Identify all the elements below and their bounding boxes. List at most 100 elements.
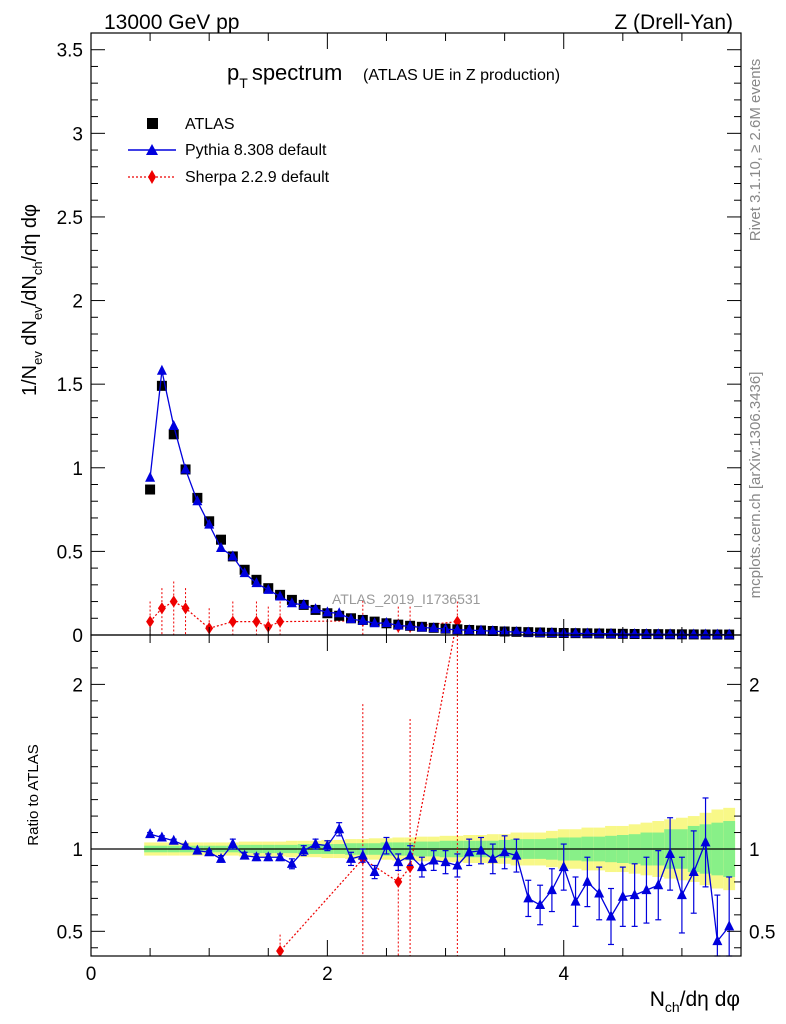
ratio-plot-frame: [90, 634, 742, 957]
sherpa-main-point: [181, 602, 190, 615]
atlas-main-point: [216, 534, 226, 545]
title-main: spectrum: [252, 60, 342, 85]
pythia-main-point: [523, 626, 534, 637]
pythia-main-point: [357, 614, 368, 625]
main-y-axis-label: 1/Nev dNev/dNch/dη dφ: [19, 204, 45, 396]
pythia-ratio-point: [239, 849, 250, 860]
main-y-tick-label: 1: [72, 459, 83, 480]
pythia-ratio-point: [298, 844, 309, 855]
header-right: Z (Drell-Yan): [614, 11, 733, 34]
pythia-main-point: [227, 550, 238, 561]
sherpa-main-point: [228, 615, 237, 628]
pythia-main-point: [724, 628, 735, 639]
ratio-y-axis-label: Ratio to ATLAS: [25, 744, 42, 845]
pythia-ratio-point: [346, 852, 356, 863]
pythia-ratio-point: [570, 895, 581, 906]
sherpa-main-point: [252, 615, 261, 628]
plot-title: pT spectrum: [227, 60, 342, 91]
ratio-y-tick-label-right: 0.5: [749, 922, 775, 943]
rivet-version-label: Rivet 3.1.10, ≥ 2.6M events: [747, 59, 764, 242]
pythia-main-point: [535, 626, 546, 637]
pythia-ratio-point: [594, 887, 605, 898]
axis-ticks: 00.511.522.533.50 2 40.5 0.51 12 2: [57, 33, 775, 985]
x-label-part: N: [650, 988, 665, 1011]
title-p: p: [227, 60, 239, 85]
y-label-sub: ev: [30, 306, 45, 320]
pythia-main-point: [487, 625, 498, 636]
pythia-ratio-point: [263, 851, 274, 862]
y-label-part: /dη dφ: [19, 204, 41, 261]
sherpa-ratio-point: [394, 875, 403, 888]
pythia-ratio-point: [440, 856, 451, 867]
y-label-sub: ev: [30, 351, 45, 365]
pythia-main-point: [511, 625, 522, 636]
pythia-main-point: [712, 628, 723, 639]
pythia-ratio-point: [511, 849, 522, 860]
ratio-y-tick-label-right: 1: [749, 840, 760, 861]
pythia-main-point: [641, 628, 652, 639]
x-tick-label: 0: [86, 964, 97, 985]
main-y-tick-label: 3: [72, 124, 83, 145]
pythia-ratio-point: [629, 889, 640, 900]
pythia-main-point: [145, 471, 156, 482]
pythia-ratio-point: [381, 839, 392, 850]
pythia-main-point: [239, 567, 250, 578]
x-tick-label: 2: [322, 964, 333, 985]
pythia-ratio-point: [357, 849, 368, 860]
ratio-y-tick-label: 0.5: [57, 922, 83, 943]
pythia-main-point: [322, 606, 333, 617]
legend-pythia-label: Pythia 8.308 default: [185, 142, 327, 159]
pythia-ratio-point: [499, 846, 510, 857]
pythia-ratio-point: [156, 831, 167, 842]
pythia-main-point: [204, 518, 215, 529]
pythia-main-point: [405, 620, 416, 631]
pythia-ratio-point: [369, 866, 380, 877]
pythia-main-point: [168, 419, 179, 430]
legend-atlas-label: ATLAS: [185, 116, 235, 133]
legend-pythia-marker: [146, 144, 158, 155]
pythia-main-point: [192, 495, 203, 506]
sherpa-main-point: [276, 615, 285, 628]
pythia-main-point: [369, 617, 380, 628]
pythia-ratio-point: [476, 844, 486, 855]
pythia-main-point: [416, 621, 427, 632]
main-y-tick-label: 2: [72, 292, 83, 313]
pythia-ratio-point: [665, 847, 676, 858]
pythia-main-point: [700, 628, 711, 639]
main-y-tick-label: 0.5: [57, 542, 83, 563]
pythia-main-point: [653, 628, 664, 639]
pythia-ratio-point: [251, 851, 262, 862]
pythia-ratio-point: [393, 856, 404, 867]
atlas-main-point: [156, 380, 167, 391]
sherpa-ratio-point: [406, 861, 415, 874]
atlas-main-point: [145, 484, 156, 495]
pythia-ratio-point: [582, 875, 593, 886]
main-y-tick-label: 0: [72, 626, 83, 647]
pythia-ratio-point: [286, 857, 297, 868]
sherpa-main-point: [169, 595, 178, 608]
pythia-main-point: [298, 598, 309, 609]
main-y-tick-label: 1.5: [57, 375, 83, 396]
main-y-tick-label: 2.5: [57, 208, 83, 229]
sherpa-main-point: [157, 602, 166, 615]
pythia-ratio-point: [192, 844, 203, 855]
pythia-ratio-point: [700, 836, 711, 847]
sherpa-main-point: [264, 620, 273, 633]
ratio-y-tick-label: 1: [72, 840, 83, 861]
pythia-main-point: [476, 624, 486, 635]
pythia-ratio-point: [334, 823, 345, 834]
pythia-main-point: [464, 624, 475, 635]
header-left: 13000 GeV pp: [104, 11, 239, 34]
pythia-ratio-point: [428, 854, 439, 865]
pythia-ratio-point: [145, 828, 156, 839]
pythia-ratio-point: [275, 851, 286, 862]
pythia-ratio-point: [712, 935, 723, 946]
pythia-main-point: [665, 628, 676, 639]
x-label-sub: ch: [665, 999, 680, 1015]
pythia-ratio-point: [405, 849, 416, 860]
pythia-main-point: [275, 590, 286, 601]
plot-subtitle: (ATLAS UE in Z production): [363, 67, 560, 84]
pythia-main-point: [688, 628, 699, 639]
sherpa-ratio-group: [276, 635, 458, 956]
